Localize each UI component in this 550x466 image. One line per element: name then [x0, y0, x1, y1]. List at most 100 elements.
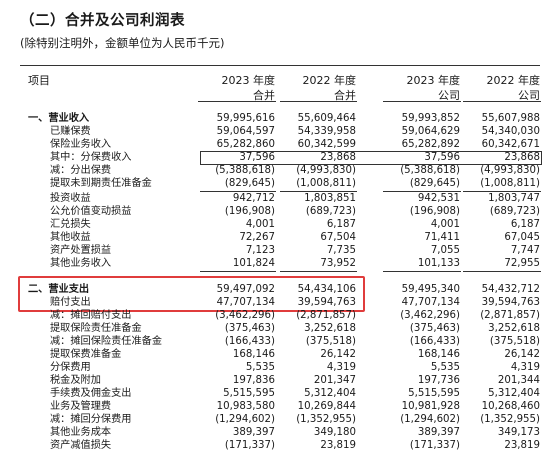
cell-value: 942,712 — [232, 193, 275, 204]
header-col3-rule — [383, 101, 461, 102]
cell-value: 5,312,404 — [304, 388, 356, 399]
cell-value: 349,180 — [313, 427, 356, 438]
cell-value: 168,146 — [417, 349, 460, 360]
cell-value: 59,995,616 — [216, 113, 275, 124]
row-label: 减：摊回保险责任准备金 — [50, 336, 163, 347]
cell-value: 4,319 — [326, 362, 356, 373]
header-col3-year: 2023 年度 — [406, 74, 461, 87]
cell-value: 389,397 — [417, 427, 460, 438]
table-row: 减：摊回赔付支出 (3,462,296) (2,871,857) (3,462,… — [0, 309, 550, 322]
table-row: 分保费用 5,535 4,319 5,535 4,319 — [0, 361, 550, 374]
row-label: 提取保险责任准备金 — [50, 323, 142, 334]
table-row: 手续费及佣金支出 5,515,595 5,312,404 5,515,595 5… — [0, 387, 550, 400]
cell-value: 55,607,988 — [481, 113, 540, 124]
table-row: 税金及附加 197,836 201,347 197,736 201,344 — [0, 374, 550, 387]
cell-value: 72,955 — [504, 258, 540, 269]
row-label: 赔付支出 — [50, 297, 91, 308]
cell-value: (1,352,955) — [296, 414, 356, 425]
row-label: 减：摊回分保费用 — [50, 414, 132, 425]
cell-value: (196,908) — [409, 206, 460, 217]
table-row: 投资收益 942,712 1,803,851 942,531 1,803,747 — [0, 192, 550, 205]
cell-value: (2,871,857) — [480, 310, 540, 321]
cell-value: 59,497,092 — [216, 284, 275, 295]
row-label: 公允价值变动损益 — [50, 206, 132, 217]
header-top-rule — [20, 65, 540, 66]
table-row: 提取保费准备金 168,146 26,142 168,146 26,142 — [0, 348, 550, 361]
cell-value: 67,045 — [504, 232, 540, 243]
table-row: 资产处置损益 7,123 7,735 7,055 7,747 — [0, 244, 550, 257]
cell-value: 23,819 — [504, 440, 540, 451]
cell-value: 4,319 — [510, 362, 540, 373]
cell-value: 67,504 — [320, 232, 356, 243]
cell-value: 10,269,844 — [297, 401, 356, 412]
table-row: 减：摊回保险责任准备金 (166,433) (375,518) (166,433… — [0, 335, 550, 348]
header-col4-scope: 公司 — [518, 89, 540, 102]
row-label: 分保费用 — [50, 362, 91, 373]
cell-value: 201,347 — [313, 375, 356, 386]
table-row: 其他业务成本 389,397 349,180 389,397 349,173 — [0, 426, 550, 439]
cell-value: 60,342,671 — [481, 139, 540, 150]
unit-note: (除特别注明外，金额单位为人民币千元) — [20, 36, 225, 50]
cell-value: 5,535 — [430, 362, 460, 373]
cell-value: 37,596 — [239, 152, 275, 163]
cell-value: (1,294,602) — [400, 414, 460, 425]
row-label: 其他业务收入 — [50, 258, 112, 269]
subtotal-rule — [280, 191, 357, 192]
header-col2-scope: 合并 — [334, 89, 356, 102]
cell-value: 5,515,595 — [408, 388, 460, 399]
table-row: 公允价值变动损益 (196,908) (689,723) (196,908) (… — [0, 205, 550, 218]
cell-value: (1,352,955) — [480, 414, 540, 425]
table-row: 二、营业支出 59,497,092 54,434,106 59,495,340 … — [0, 283, 550, 296]
cell-value: 59,064,597 — [216, 126, 275, 137]
row-label: 其中：分保费收入 — [50, 152, 132, 163]
cell-value: 54,432,712 — [481, 284, 540, 295]
cell-value: 1,803,747 — [488, 193, 540, 204]
cell-value: 942,531 — [417, 193, 460, 204]
cell-value: (375,463) — [224, 323, 275, 334]
cell-value: 26,142 — [320, 349, 356, 360]
cell-value: (689,723) — [489, 206, 540, 217]
cell-value: 59,064,629 — [401, 126, 460, 137]
subtotal-rule — [383, 191, 461, 192]
header-item: 项目 — [28, 74, 50, 87]
row-label: 其他业务成本 — [50, 427, 112, 438]
header-col3-scope: 公司 — [438, 89, 460, 102]
cell-value: 5,535 — [245, 362, 275, 373]
page-title: （二）合并及公司利润表 — [20, 13, 185, 29]
cell-value: 39,594,763 — [297, 297, 356, 308]
cell-value: 197,736 — [417, 375, 460, 386]
cell-value: (3,462,296) — [400, 310, 460, 321]
cell-value: 389,397 — [232, 427, 275, 438]
cell-value: (829,645) — [409, 178, 460, 189]
table-row: 赔付支出 47,707,134 39,594,763 47,707,134 39… — [0, 296, 550, 309]
row-label: 减：分出保费 — [50, 165, 112, 176]
row-label: 已赚保费 — [50, 126, 91, 137]
cell-value: 4,001 — [430, 219, 460, 230]
table-row: 一、营业收入 59,995,616 55,609,464 59,993,852 … — [0, 112, 550, 125]
row-label: 资产处置损益 — [50, 245, 112, 256]
row-label: 汇兑损失 — [50, 219, 91, 230]
cell-value: (1,008,811) — [296, 178, 356, 189]
cell-value: 4,001 — [245, 219, 275, 230]
table-row: 业务及管理费 10,983,580 10,269,844 10,981,928 … — [0, 400, 550, 413]
cell-value: (2,871,857) — [296, 310, 356, 321]
cell-value: 54,434,106 — [297, 284, 356, 295]
cell-value: 7,123 — [245, 245, 275, 256]
cell-value: 10,268,460 — [481, 401, 540, 412]
subtotal-rule — [200, 191, 276, 192]
cell-value: 65,282,892 — [401, 139, 460, 150]
cell-value: (4,993,830) — [480, 165, 540, 176]
row-label: 投资收益 — [50, 193, 91, 204]
row-label: 二、营业支出 — [28, 284, 90, 295]
cell-value: 47,707,134 — [216, 297, 275, 308]
cell-value: 72,267 — [239, 232, 275, 243]
header-col2-rule — [280, 101, 357, 102]
cell-value: 54,340,030 — [481, 126, 540, 137]
cell-value: (166,433) — [409, 336, 460, 347]
cell-value: 349,173 — [497, 427, 540, 438]
total-rule — [463, 271, 541, 272]
header-col1-rule — [198, 101, 276, 102]
row-label: 提取保费准备金 — [50, 349, 122, 360]
cell-value: 101,824 — [232, 258, 275, 269]
row-label: 保险业务收入 — [50, 139, 112, 150]
